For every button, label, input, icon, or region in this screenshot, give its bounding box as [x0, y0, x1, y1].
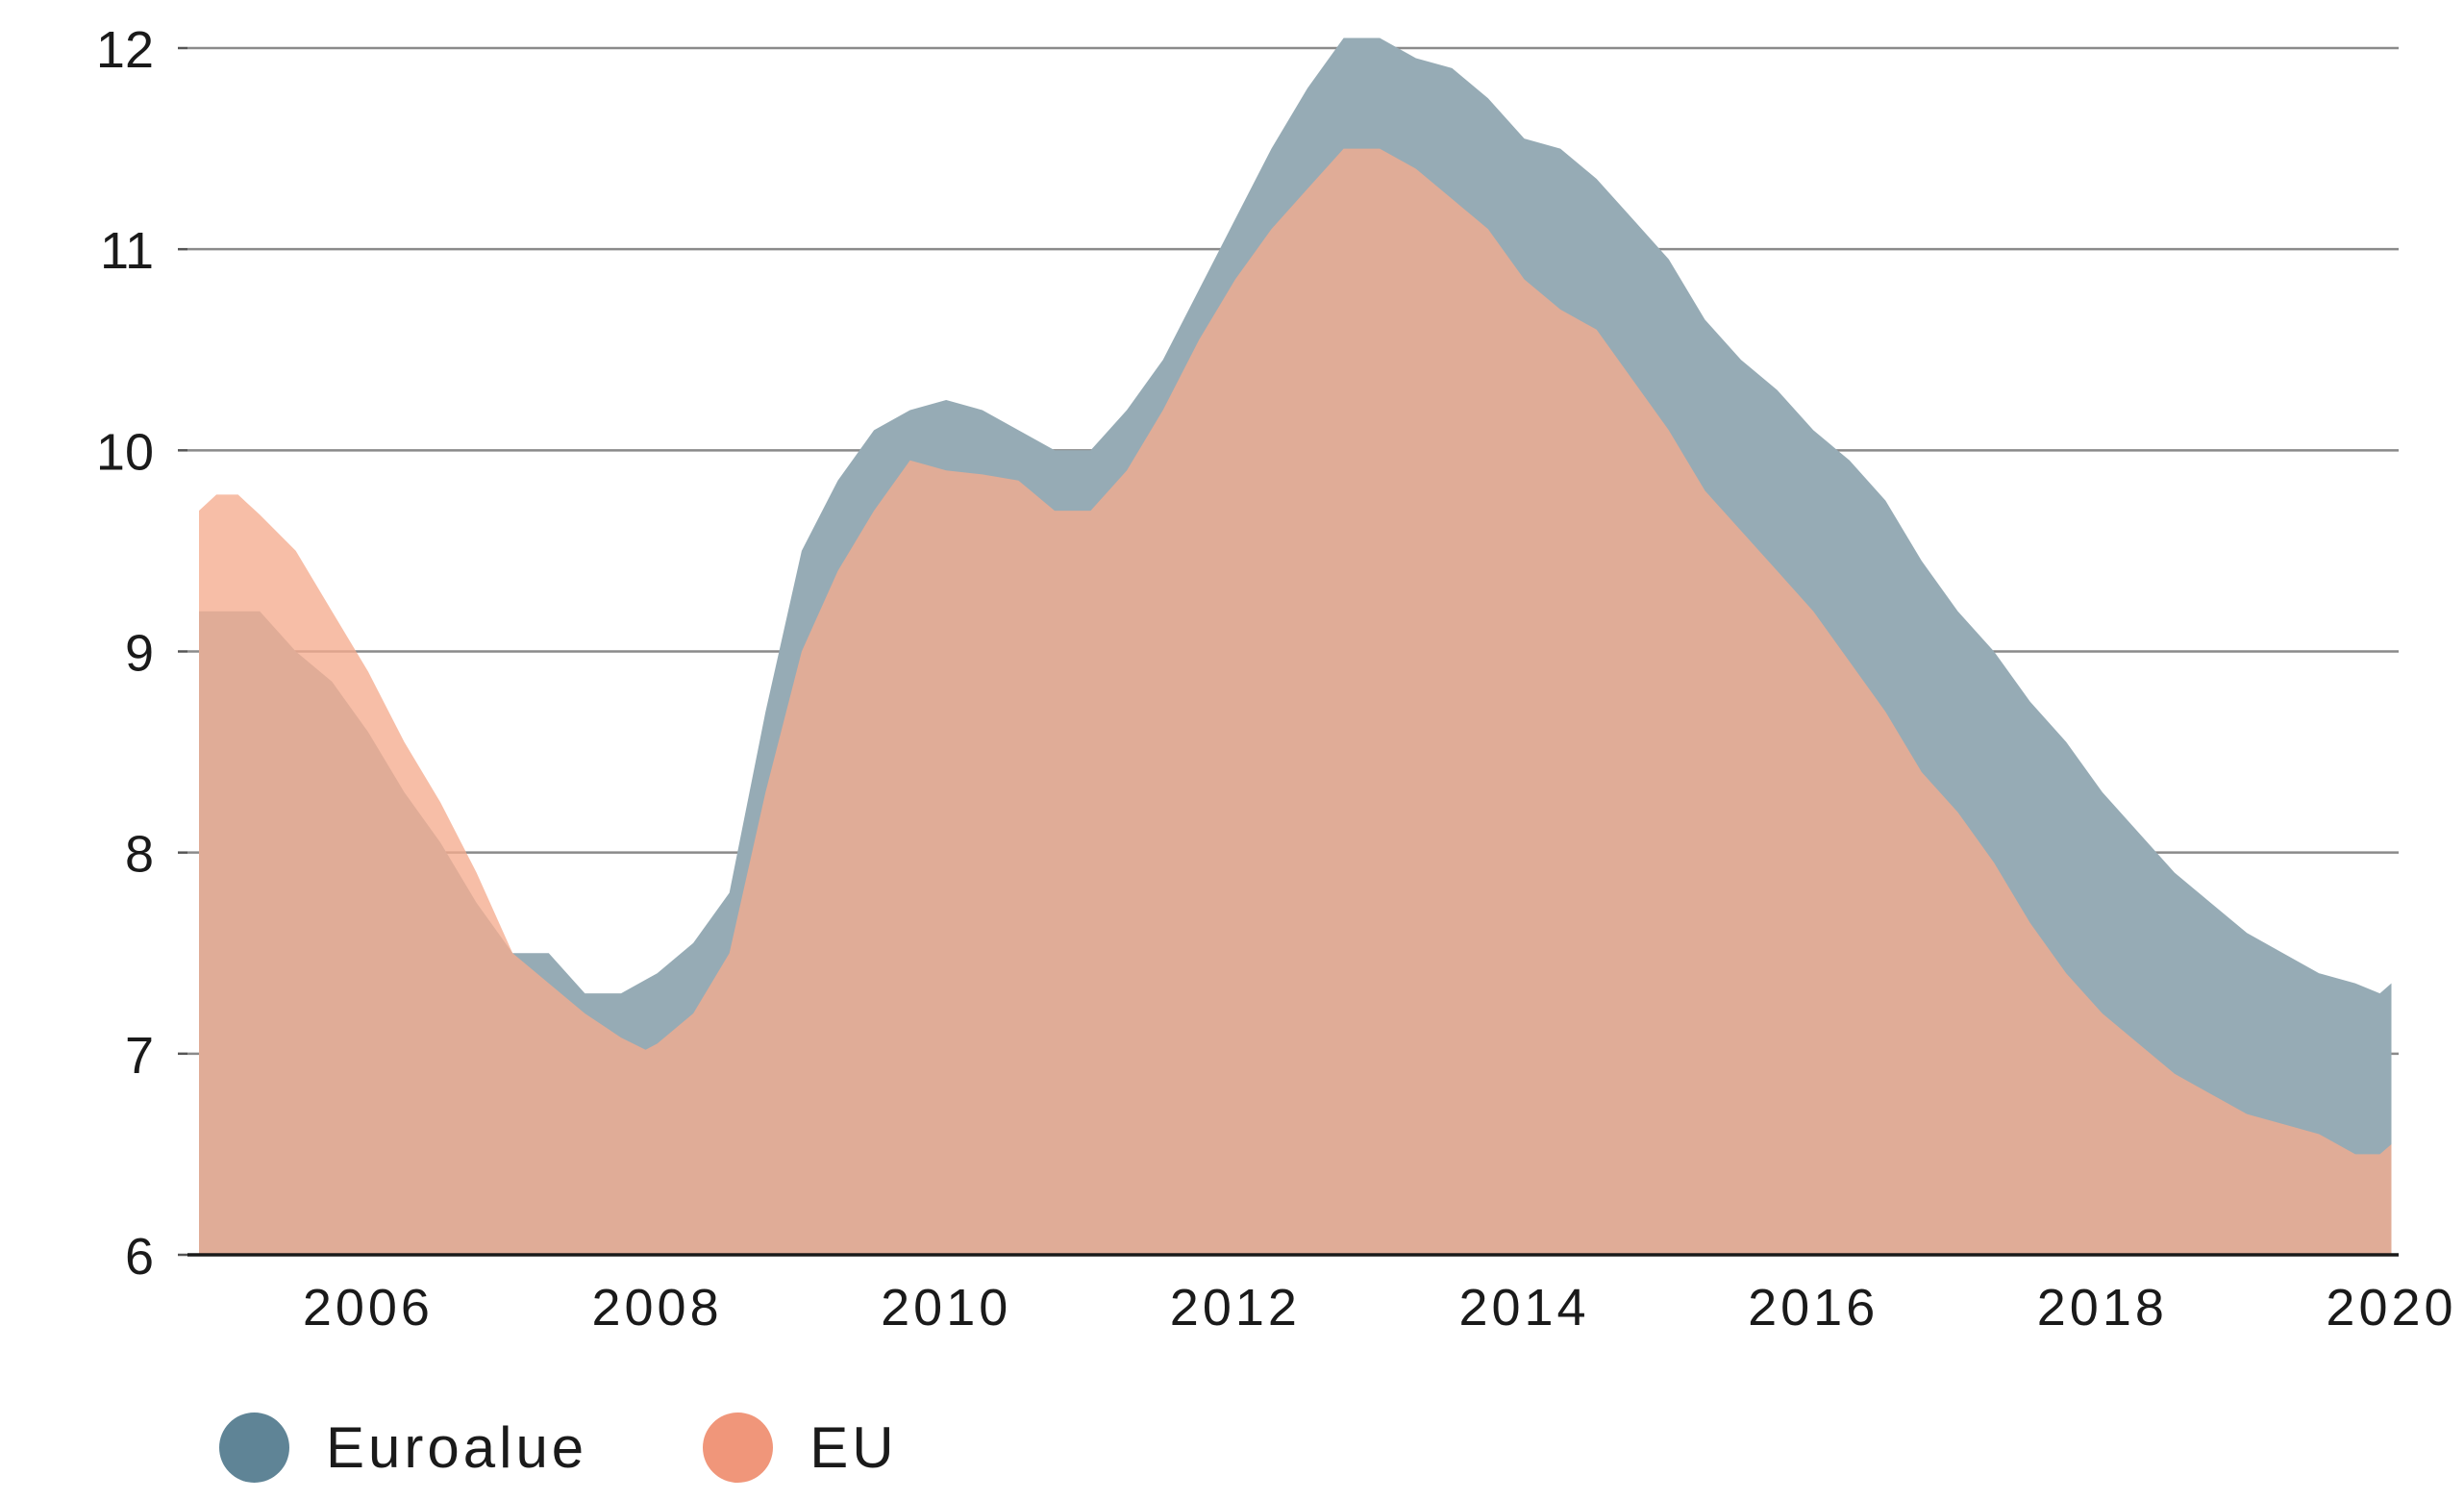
y-tick-label-9: 9 [125, 625, 154, 683]
y-tick-label-12: 12 [96, 21, 154, 79]
legend-label-euroalue: Euroalue [326, 1414, 588, 1480]
legend-swatch-euroalue [219, 1412, 289, 1483]
x-tick-label-2018: 2018 [2037, 1279, 2168, 1337]
legend-swatch-eu [703, 1412, 774, 1483]
legend-label-eu: EU [809, 1414, 898, 1480]
x-tick-label-2014: 2014 [1458, 1279, 1589, 1337]
legend-item-euroalue: Euroalue [219, 1412, 587, 1483]
x-tick-label-2006: 2006 [303, 1279, 434, 1337]
y-tick-label-7: 7 [125, 1027, 154, 1085]
y-tick-label-10: 10 [96, 423, 154, 481]
series-areas [199, 38, 2392, 1256]
x-tick-label-2008: 2008 [591, 1279, 722, 1337]
y-tick-label-6: 6 [125, 1228, 154, 1286]
area-series-eu [199, 148, 2392, 1256]
x-tick-label-2010: 2010 [881, 1279, 1011, 1337]
y-tick-label-8: 8 [125, 826, 154, 884]
legend-item-eu: EU [703, 1412, 897, 1483]
x-axis-ticks: 2006 2008 2010 2012 2014 2016 2018 2020 [303, 1279, 2456, 1337]
y-axis-ticks: 6 7 8 9 10 11 12 [96, 21, 187, 1286]
y-tick-label-11: 11 [100, 222, 154, 280]
x-tick-label-2012: 2012 [1170, 1279, 1301, 1337]
x-tick-label-2016: 2016 [1748, 1279, 1879, 1337]
legend: Euroalue EU [219, 1409, 1013, 1486]
x-tick-label-2020: 2020 [2326, 1279, 2456, 1337]
